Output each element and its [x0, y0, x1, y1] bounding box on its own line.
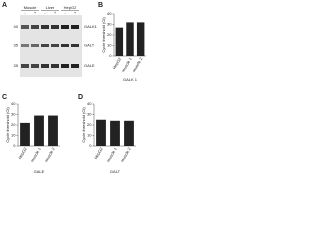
y-tick-label: 40: [87, 101, 92, 106]
y-tick-label: 10: [107, 43, 112, 48]
group-label: HepG2: [64, 5, 77, 10]
mw-marker: 35: [14, 43, 19, 48]
y-tick-label: 40: [11, 101, 16, 106]
y-tick-label: 0: [89, 143, 92, 148]
x-tick-label: muscle 2: [119, 146, 132, 163]
bar: [126, 22, 134, 56]
x-axis-label: GALE: [34, 169, 45, 174]
y-tick-label: 20: [11, 122, 16, 127]
bar: [136, 22, 145, 56]
panel-letter: A: [2, 2, 7, 9]
y-tick-label: 20: [87, 122, 92, 127]
band: [51, 44, 59, 47]
figure: A Muscle Liver HepG2- + - + - +403535GALK1GALTG…: [2, 2, 146, 174]
band: [71, 64, 79, 68]
lane-label: -: [44, 10, 46, 15]
panel-letter: C: [2, 94, 7, 101]
x-axis-label: GALK 1: [123, 77, 138, 82]
mw-marker: 40: [14, 24, 19, 29]
band: [31, 25, 39, 29]
band: [71, 25, 79, 29]
y-tick-label: 30: [11, 112, 16, 117]
y-tick-label: 10: [87, 133, 92, 138]
band: [61, 64, 69, 68]
band: [31, 64, 39, 68]
y-tick-label: 30: [87, 112, 92, 117]
band: [41, 44, 49, 47]
band-label: GALE: [84, 63, 95, 68]
band: [51, 64, 59, 68]
band-label: GALT: [84, 43, 95, 48]
band: [31, 44, 39, 47]
bar: [96, 119, 106, 146]
lane-label: +: [54, 10, 57, 15]
lane-label: -: [24, 10, 26, 15]
y-tick-label: 30: [107, 22, 112, 27]
band: [51, 25, 59, 29]
mw-marker: 35: [14, 63, 19, 68]
band: [41, 64, 49, 68]
bar: [20, 122, 30, 146]
y-tick-label: 10: [11, 133, 16, 138]
x-tick-label: muscle 1: [105, 146, 118, 163]
x-tick-label: HepG2: [93, 146, 104, 160]
bar: [115, 27, 124, 56]
x-tick-label: muscle 1: [29, 146, 42, 163]
y-tick-label: 20: [107, 32, 112, 37]
x-tick-label: muscle 2: [43, 146, 56, 163]
y-axis-label: Cycle threshold (Ct): [5, 107, 10, 143]
panel-letter: D: [78, 94, 83, 101]
bar: [34, 115, 44, 146]
lane-label: +: [34, 10, 37, 15]
bar: [110, 120, 120, 146]
band-label: GALK1: [84, 24, 98, 29]
band: [21, 44, 29, 47]
blot: [20, 15, 82, 77]
y-tick-label: 40: [107, 11, 112, 16]
x-tick-label: HepG2: [111, 56, 122, 70]
y-axis-label: Cycle threshold (Ct): [81, 107, 86, 143]
band: [41, 25, 49, 29]
panel-letter: B: [98, 2, 103, 9]
y-tick-label: 0: [13, 143, 16, 148]
y-tick-label: 0: [109, 53, 112, 58]
x-axis-label: GALT: [110, 169, 121, 174]
band: [21, 64, 29, 68]
bar: [124, 120, 134, 146]
group-label: Liver: [46, 5, 55, 10]
band: [61, 25, 69, 29]
group-label: Muscle: [24, 5, 37, 10]
band: [61, 44, 69, 47]
lane-label: +: [74, 10, 77, 15]
bar: [48, 115, 58, 146]
lane-label: -: [64, 10, 66, 15]
x-tick-label: muscle 2: [131, 56, 144, 73]
band: [21, 25, 29, 29]
band: [71, 44, 79, 47]
x-tick-label: HepG2: [17, 146, 28, 160]
y-axis-label: Cycle threshold (Ct): [101, 17, 106, 53]
